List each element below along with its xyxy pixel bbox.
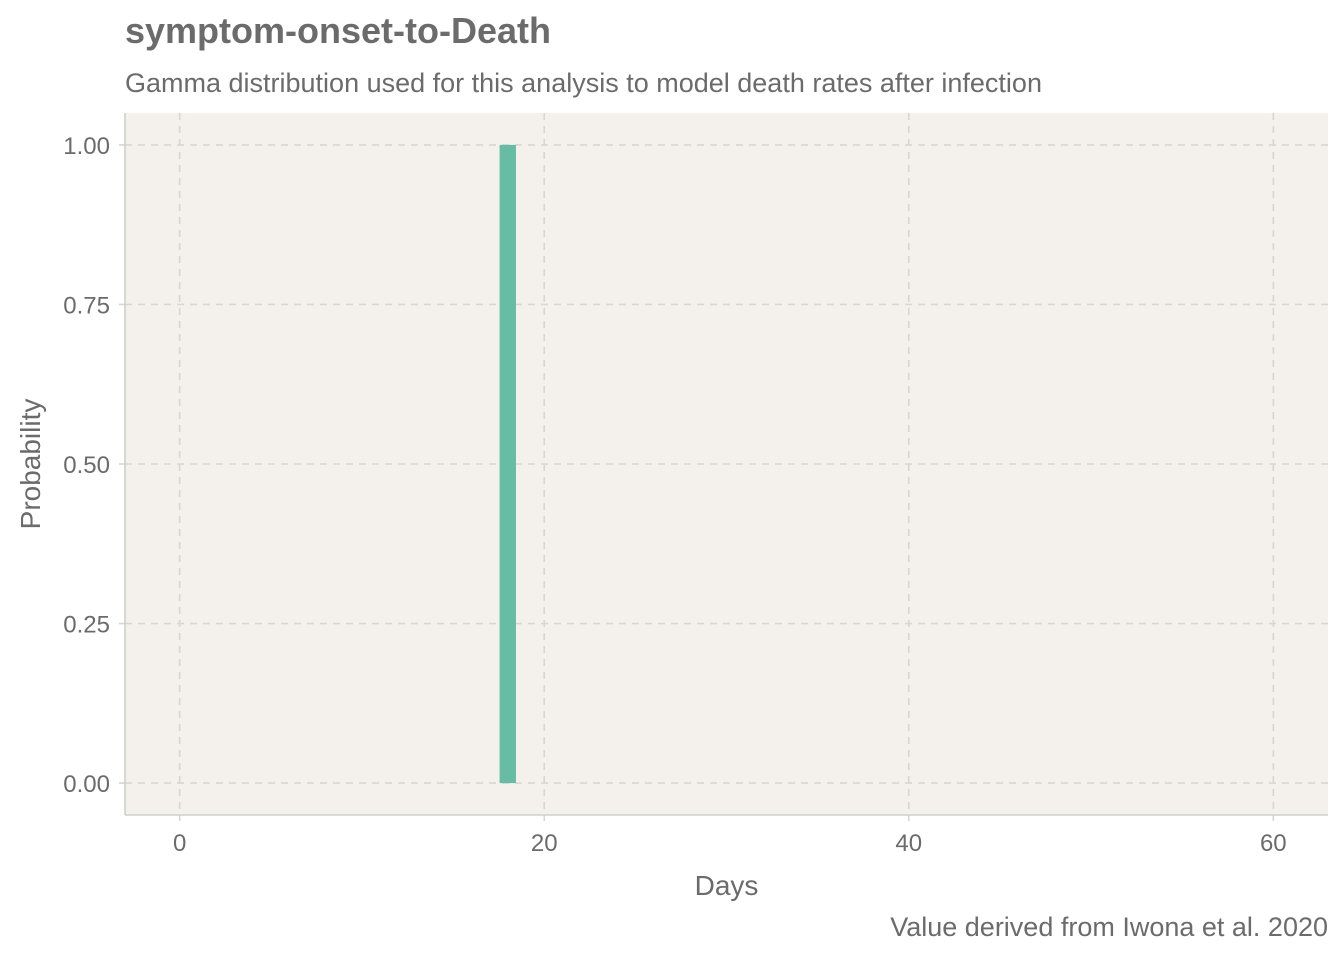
y-tick-label: 1.00 <box>63 133 110 160</box>
y-tick-label: 0.50 <box>63 452 110 479</box>
x-tick-label: 60 <box>1260 830 1287 857</box>
y-axis-label: Probability <box>15 399 46 530</box>
tick-labels: 0 20 40 60 0.00 0.25 0.50 0.75 1.00 <box>63 133 1286 857</box>
y-tick-label: 0.00 <box>63 771 110 798</box>
grid-lines <box>119 113 1328 821</box>
bar-series <box>499 144 516 784</box>
y-tick-label: 0.25 <box>63 612 110 639</box>
y-tick-label: 0.75 <box>63 292 110 319</box>
chart-title: symptom-onset-to-Death <box>125 10 552 51</box>
bar <box>499 144 516 784</box>
chart-caption: Value derived from Iwona et al. 2020 <box>890 912 1328 942</box>
x-tick-label: 20 <box>531 830 558 857</box>
chart-subtitle: Gamma distribution used for this analysi… <box>125 68 1042 98</box>
x-tick-label: 0 <box>173 830 186 857</box>
x-axis-label: Days <box>695 870 759 901</box>
axes <box>124 113 1328 816</box>
x-tick-label: 40 <box>895 830 922 857</box>
